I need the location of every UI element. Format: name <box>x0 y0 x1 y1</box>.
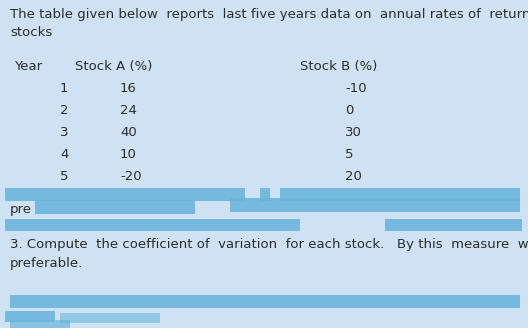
Text: -10: -10 <box>345 82 366 95</box>
Bar <box>10 295 520 308</box>
Bar <box>35 200 195 214</box>
Text: The table given below  reports  last five years data on  annual rates of  return: The table given below reports last five … <box>10 8 528 39</box>
Text: 5: 5 <box>345 148 354 161</box>
Text: 5: 5 <box>60 170 69 183</box>
Text: 10: 10 <box>120 148 137 161</box>
Text: 40: 40 <box>120 126 137 139</box>
Bar <box>60 313 160 323</box>
Text: 0: 0 <box>345 104 353 117</box>
Bar <box>5 311 55 322</box>
Text: Stock B (%): Stock B (%) <box>300 60 378 73</box>
Text: 3. Compute  the coefficient of  variation  for each stock.   By this  measure  w: 3. Compute the coefficient of variation … <box>10 238 528 271</box>
Text: pre: pre <box>10 203 32 216</box>
Text: 2: 2 <box>60 104 69 117</box>
Text: 4: 4 <box>60 148 68 161</box>
Text: Stock A (%): Stock A (%) <box>75 60 153 73</box>
Text: Year: Year <box>14 60 42 73</box>
Text: 3: 3 <box>60 126 69 139</box>
Bar <box>10 320 70 328</box>
Text: 30: 30 <box>345 126 362 139</box>
Text: 1: 1 <box>60 82 69 95</box>
Text: -20: -20 <box>120 170 142 183</box>
Text: 16: 16 <box>120 82 137 95</box>
Bar <box>230 198 520 212</box>
Bar <box>5 219 300 231</box>
Bar <box>280 188 520 201</box>
Bar <box>5 188 245 201</box>
Text: 24: 24 <box>120 104 137 117</box>
Bar <box>260 188 270 201</box>
Text: 20: 20 <box>345 170 362 183</box>
Bar <box>385 219 522 231</box>
